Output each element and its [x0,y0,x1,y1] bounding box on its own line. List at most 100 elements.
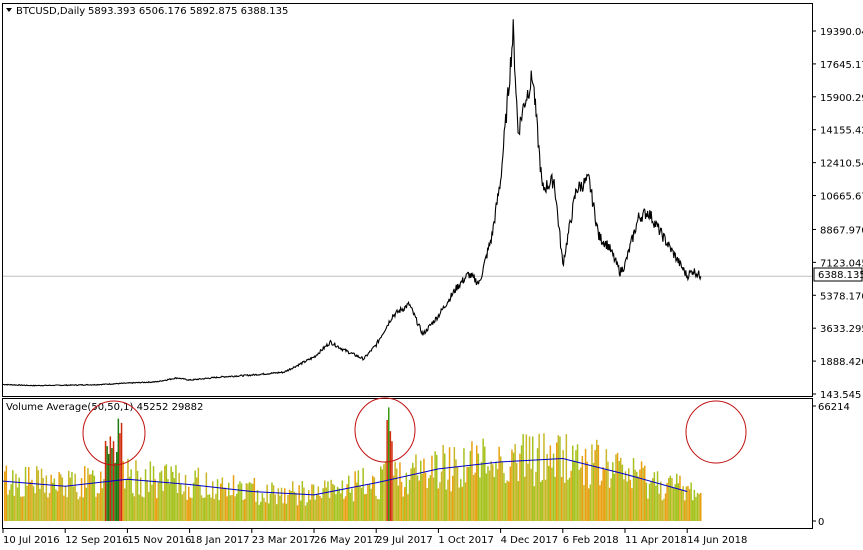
volume-bar [556,442,558,521]
volume-bar [700,492,702,521]
volume-bar [440,471,443,521]
volume-bar [37,470,40,521]
volume-bar [327,481,329,521]
volume-bar [146,479,148,521]
volume-bar [109,436,112,521]
dropdown-triangle-icon[interactable] [6,8,12,12]
volume-bar [682,486,684,521]
volume-bar [239,481,241,521]
volume-bar [183,491,185,521]
volume-bar [392,475,395,521]
volume-bar [268,503,270,521]
volume-bar [370,488,372,521]
volume-bar [88,474,91,521]
volume-bar [138,494,140,521]
ohlc-values: 5893.393 6506.176 5892.875 6388.135 [88,6,288,17]
volume-bar [610,478,612,521]
volume-bar [692,500,694,521]
volume-bar [501,461,504,521]
volume-bar [52,482,54,521]
volume-bar [668,478,670,521]
volume-bar [480,462,483,521]
date-tick-label: 23 Mar 2017 [252,535,315,546]
volume-bar [26,485,28,521]
volume-bar [252,483,254,521]
volume-bar [386,420,388,521]
volume-bar [453,447,456,521]
volume-bar [463,448,465,521]
volume-bar [648,483,651,521]
volume-bar [200,495,203,521]
volume-bar [170,466,172,521]
volume-bar [476,445,478,521]
volume-bar [647,498,649,521]
volume-bar [76,491,78,521]
volume-bar [84,466,86,521]
volume-bar [504,483,507,521]
volume-bar [64,485,67,521]
current-price-label: 6388.135 [818,270,863,281]
volume-bar [631,488,633,521]
volume-bar [362,467,364,521]
volume-bar [509,466,512,521]
volume-bar [661,500,664,521]
volume-tick-label: 66214 [818,402,850,413]
volume-bar [428,478,430,521]
volume-bar [60,474,62,521]
volume-bar [540,481,542,521]
volume-bar [176,493,179,521]
volume-bar [224,487,227,521]
volume-bar [652,478,654,521]
volume-bar [159,472,161,521]
volume-bar [372,475,374,521]
volume-bar [485,473,488,521]
volume-bar [679,475,681,521]
volume-bar [594,450,596,521]
volume-bar [100,471,102,521]
highlight-circle-2 [354,397,416,463]
volume-bar [90,474,92,521]
volume-bar [527,463,529,521]
volume-bar [12,470,14,521]
volume-bar [298,485,300,521]
volume-bar [212,481,214,521]
volume-bar [616,452,619,521]
volume-bar [189,497,192,521]
volume-bar [261,493,264,521]
volume-bar [50,474,52,521]
volume-bar [444,453,446,521]
volume-bar [456,466,459,521]
volume-bar [498,446,500,521]
volume-bar [228,482,230,521]
volume-bar [96,493,99,521]
volume-bar [184,474,187,521]
volume-bar [63,495,65,521]
volume-bar [578,469,580,521]
volume-bar [338,488,340,521]
volume-bar [304,505,307,521]
volume-bar [618,461,620,521]
volume-bar [340,493,342,521]
volume-bar [519,453,521,521]
volume-bar [408,479,411,521]
volume-bar [32,486,35,521]
date-tick-label: 29 Jul 2017 [376,535,433,546]
volume-bar [624,471,627,521]
volume-bar [48,493,51,521]
volume-bar [274,494,276,521]
volume-bar [464,482,467,521]
volume-bar [186,499,188,521]
volume-bar [632,458,635,521]
volume-bar [437,488,440,521]
volume-bar [436,454,438,521]
volume-bar [354,471,356,521]
highlight-circle-3 [685,400,747,464]
volume-bar [116,451,118,521]
volume-bar [597,445,600,521]
volume-bar [309,499,312,521]
volume-bar [165,464,168,521]
volume-bar [288,489,291,521]
volume-bar [248,482,251,521]
volume-bar [479,477,481,521]
